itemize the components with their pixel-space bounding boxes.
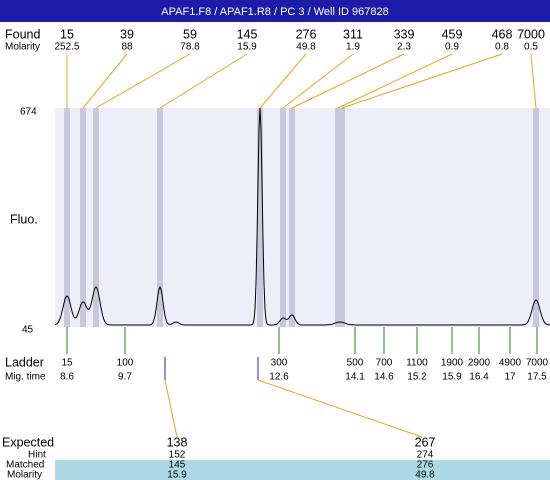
found-size: 145 — [237, 27, 258, 41]
molarity-label: Molarity — [5, 42, 40, 53]
found-size: 59 — [183, 27, 197, 41]
found-molarity: 1.9 — [346, 42, 360, 53]
peak-band — [93, 108, 99, 327]
found-molarity: 2.3 — [397, 42, 411, 53]
found-size: 276 — [296, 27, 317, 41]
connector — [257, 379, 423, 438]
found-size: 339 — [394, 27, 415, 41]
peak-band — [335, 108, 341, 327]
title-bar — [0, 0, 550, 22]
found-molarity: 49.8 — [296, 42, 316, 53]
expected-size: 267 — [415, 435, 436, 449]
found-size: 468 — [492, 27, 513, 41]
peak-band — [257, 108, 263, 327]
found-size: 311 — [343, 27, 363, 41]
ladder-size: 100 — [117, 358, 134, 369]
peak-connector — [82, 53, 128, 109]
peak-band — [80, 108, 86, 327]
y-max: 674 — [20, 107, 37, 118]
peak-connector — [291, 53, 405, 109]
ladder-size: 1100 — [406, 358, 428, 369]
found-molarity: 252.5 — [54, 42, 79, 53]
hint-size: 274 — [417, 450, 434, 461]
found-size: 15 — [60, 27, 74, 41]
matched-molarity: 15.9 — [167, 470, 187, 480]
matched-size: 276 — [417, 460, 434, 471]
peak-connector — [337, 53, 453, 109]
peak-band — [289, 108, 295, 327]
found-size: 39 — [120, 27, 134, 41]
found-molarity: 15.9 — [237, 42, 257, 53]
hint-size: 152 — [169, 450, 186, 461]
matched-size: 145 — [169, 460, 186, 471]
ladder-time: 17 — [504, 372, 516, 383]
peak-band — [339, 108, 345, 327]
ladder-time: 8.6 — [60, 372, 74, 383]
ladder-time: 17.5 — [527, 372, 547, 383]
peak-band — [64, 108, 70, 327]
ladder-label: Ladder — [5, 355, 44, 369]
found-molarity: 88 — [121, 42, 133, 53]
peak-band — [533, 108, 539, 327]
matched-label: Matched — [6, 460, 44, 471]
found-molarity: 0.5 — [524, 42, 538, 53]
ladder-time: 15.2 — [407, 372, 427, 383]
ladder-size: 1900 — [441, 358, 464, 369]
peak-band — [280, 108, 286, 327]
ladder-time: 14.6 — [374, 372, 394, 383]
found-size: 459 — [442, 27, 463, 41]
expected-label: Expected — [2, 435, 54, 449]
ladder-time: 16.4 — [469, 372, 489, 383]
ladder-time: 14.1 — [345, 372, 365, 383]
plot-area — [55, 108, 550, 327]
peak-connector — [282, 53, 354, 109]
peak-connector — [259, 53, 307, 109]
ladder-size: 4900 — [499, 358, 522, 369]
ladder-size: 7000 — [526, 358, 549, 369]
ladder-size: 300 — [271, 358, 288, 369]
expected-size: 138 — [167, 435, 188, 449]
y-min: 45 — [22, 325, 34, 336]
trace — [54, 107, 550, 326]
mig-time-label: Mig. time — [5, 372, 46, 383]
found-molarity: 78.8 — [180, 42, 200, 53]
found-label: Found — [5, 27, 40, 41]
peak-connector — [530, 53, 537, 109]
matched-band — [55, 460, 550, 480]
matched-molarity: 49.8 — [415, 470, 435, 480]
ladder-size: 2900 — [468, 358, 491, 369]
peak-band — [157, 108, 163, 327]
ladder-size: 500 — [347, 358, 364, 369]
hint-label: Hint — [28, 450, 46, 461]
molarity-row-label: Molarity — [7, 470, 42, 480]
found-molarity: 0.8 — [495, 42, 509, 53]
found-size: 7000 — [517, 27, 545, 41]
ladder-time: 15.9 — [442, 372, 462, 383]
ladder-size: 700 — [376, 358, 393, 369]
ladder-time: 9.7 — [118, 372, 132, 383]
peak-connector — [341, 53, 503, 109]
peak-connector — [159, 53, 248, 109]
ladder-size: 15 — [61, 358, 73, 369]
found-molarity: 0.9 — [445, 42, 459, 53]
y-axis-label: Fluo. — [10, 212, 38, 226]
title: APAF1.F8 / APAF1.R8 / PC 3 / Well ID 967… — [161, 6, 388, 18]
ladder-time: 12.6 — [269, 372, 289, 383]
connector — [164, 379, 178, 438]
peak-connector — [95, 53, 191, 109]
